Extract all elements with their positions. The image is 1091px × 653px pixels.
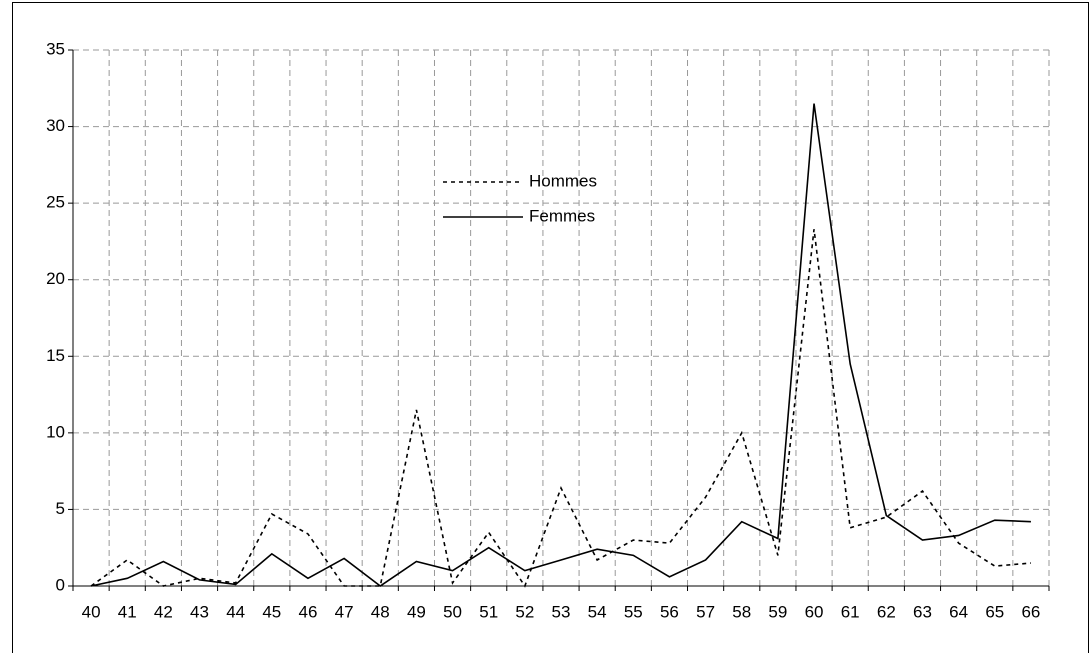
x-tick-label: 60: [805, 602, 824, 621]
legend-label: Femmes: [529, 206, 595, 225]
x-tick-label: 50: [443, 602, 462, 621]
legend-label: Hommes: [529, 171, 597, 190]
x-tick-label: 48: [371, 602, 390, 621]
y-tick-label: 15: [46, 346, 65, 365]
series-line: [90, 229, 1031, 588]
y-tick-label: 30: [46, 116, 65, 135]
x-tick-label: 44: [226, 602, 245, 621]
y-tick-label: 10: [46, 422, 65, 441]
x-tick-label: 46: [299, 602, 318, 621]
y-tick-label: 35: [46, 39, 65, 58]
x-tick-label: 66: [1021, 602, 1040, 621]
x-tick-label: 57: [696, 602, 715, 621]
x-tick-label: 47: [335, 602, 354, 621]
x-tick-label: 62: [877, 602, 896, 621]
y-tick-label: 20: [46, 269, 65, 288]
y-tick-label: 25: [46, 193, 65, 212]
x-tick-label: 40: [82, 602, 101, 621]
x-tick-label: 55: [624, 602, 643, 621]
y-tick-label: 0: [56, 575, 65, 594]
x-tick-label: 61: [841, 602, 860, 621]
x-tick-label: 43: [190, 602, 209, 621]
x-tick-label: 58: [732, 602, 751, 621]
x-tick-label: 63: [913, 602, 932, 621]
x-tick-label: 42: [154, 602, 173, 621]
x-tick-label: 59: [768, 602, 787, 621]
x-tick-label: 53: [552, 602, 571, 621]
x-tick-label: 49: [407, 602, 426, 621]
y-tick-label: 5: [56, 499, 65, 518]
x-tick-label: 64: [949, 602, 968, 621]
x-tick-label: 51: [479, 602, 498, 621]
x-tick-label: 45: [262, 602, 281, 621]
x-tick-label: 65: [985, 602, 1004, 621]
chart-frame: [12, 2, 1089, 653]
x-tick-label: 52: [515, 602, 534, 621]
series-line: [90, 103, 1031, 587]
x-tick-label: 54: [588, 602, 607, 621]
x-tick-label: 41: [118, 602, 137, 621]
x-tick-label: 56: [660, 602, 679, 621]
